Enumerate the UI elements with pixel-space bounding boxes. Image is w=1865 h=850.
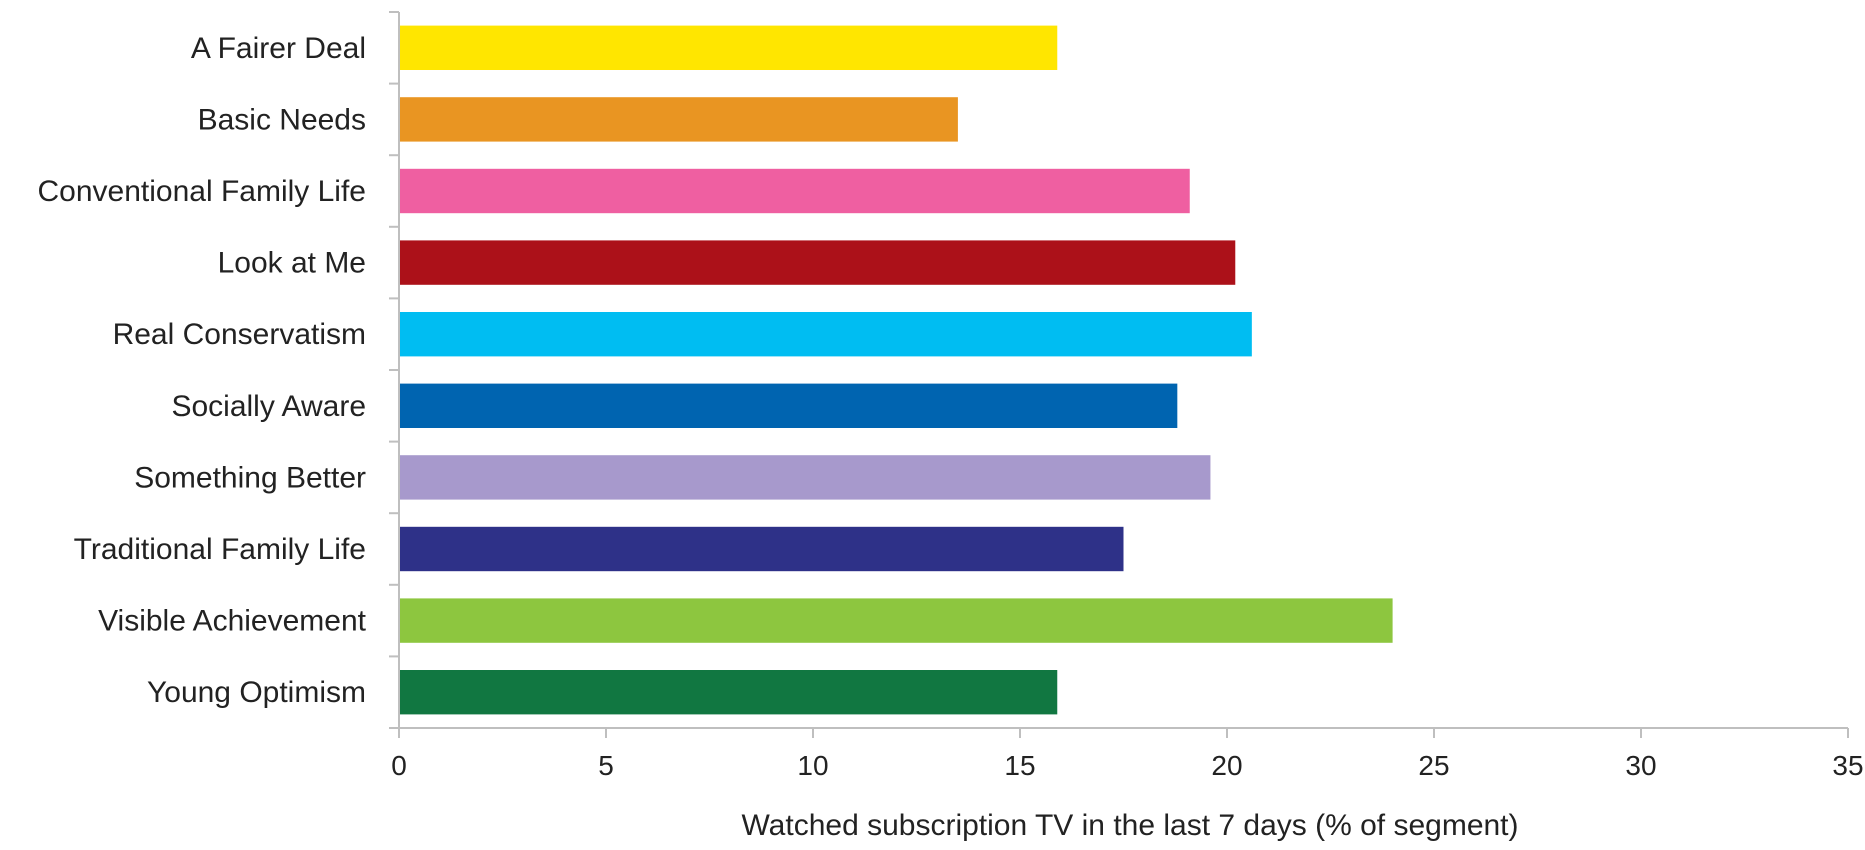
x-tick-label: 0 xyxy=(391,750,407,781)
category-label: Socially Aware xyxy=(171,390,366,423)
bar xyxy=(400,383,1178,428)
category-label: Something Better xyxy=(134,461,366,494)
x-tick-label: 15 xyxy=(1004,750,1035,781)
x-tick-label: 20 xyxy=(1211,750,1242,781)
bar xyxy=(400,97,958,142)
x-tick-labels: 0 5 10 15 20 25 30 35 xyxy=(391,750,1863,781)
x-tick-label: 5 xyxy=(598,750,614,781)
x-axis xyxy=(398,727,1849,738)
bar xyxy=(400,240,1236,285)
category-label: Basic Needs xyxy=(198,103,366,136)
x-tick-label: 35 xyxy=(1832,750,1863,781)
category-label: Young Optimism xyxy=(147,676,366,709)
bar xyxy=(400,168,1190,214)
bar xyxy=(400,25,1058,70)
x-tick-label: 30 xyxy=(1625,750,1656,781)
category-label: Visible Achievement xyxy=(98,605,367,638)
bar xyxy=(400,312,1252,357)
bar xyxy=(400,598,1393,643)
category-label: Conventional Family Life xyxy=(38,175,367,208)
category-label: A Fairer Deal xyxy=(191,32,366,65)
x-tick-label: 25 xyxy=(1418,750,1449,781)
category-labels: A Fairer Deal Basic Needs Conventional Fam… xyxy=(38,32,367,709)
bar xyxy=(400,455,1211,500)
category-label: Traditional Family Life xyxy=(74,533,366,566)
bars xyxy=(400,25,1393,715)
bar xyxy=(400,670,1058,715)
x-axis-title: Watched subscription TV in the last 7 da… xyxy=(741,809,1518,842)
y-axis xyxy=(389,11,400,738)
x-tick-label: 10 xyxy=(797,750,828,781)
category-label: Look at Me xyxy=(218,247,366,280)
category-label: Real Conservatism xyxy=(113,318,366,351)
bar xyxy=(400,526,1124,572)
